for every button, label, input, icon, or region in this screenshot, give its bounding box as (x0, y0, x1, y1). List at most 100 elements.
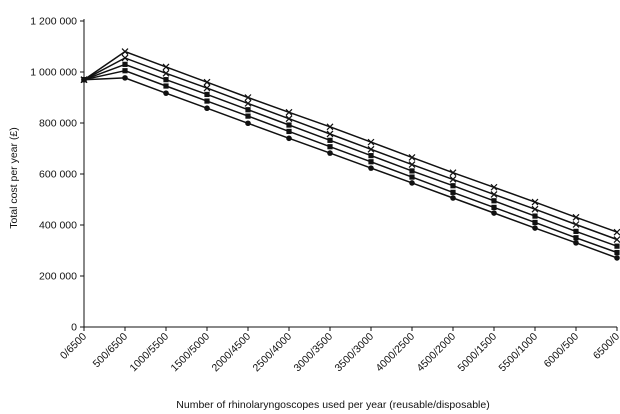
data-point (408, 161, 416, 168)
data-point (162, 69, 170, 77)
data-point (368, 159, 374, 165)
data-point (245, 113, 251, 119)
x-axis: 0/6500 500/65001000/55001500/50002000/450… (58, 326, 620, 375)
data-point (367, 138, 375, 146)
data-point (204, 105, 210, 112)
x-tick-label: 1000/5500 (128, 331, 172, 375)
data-point (245, 107, 251, 113)
x-tick-label: 5500/1000 (497, 331, 541, 375)
data-point (203, 84, 211, 92)
y-axis-title: Total cost per year (£) (8, 127, 20, 229)
x-tick-label: 4000/2500 (374, 331, 418, 375)
data-point (326, 123, 334, 131)
x-tick-label: 1500/5000 (169, 331, 213, 375)
y-tick-label: 1 000 000 (30, 67, 77, 79)
data-point (450, 183, 456, 189)
series-line (83, 50, 618, 233)
data-point (368, 153, 374, 159)
y-tick-label: 600 000 (39, 169, 77, 181)
data-point (327, 137, 333, 143)
data-point (572, 213, 580, 221)
y-axis: 0 200 000 400 000 600 000 800 000 1 000 000 1 … (30, 16, 85, 334)
data-point (449, 169, 457, 177)
data-point (204, 98, 210, 104)
data-point (163, 83, 169, 89)
series-line (83, 77, 618, 259)
y-tick-label: 400 000 (39, 220, 77, 232)
data-point (573, 235, 579, 241)
data-point (163, 77, 169, 83)
data-point (613, 236, 620, 243)
data-point (367, 145, 375, 153)
data-point (122, 68, 128, 74)
data-point (162, 63, 170, 71)
series-3 (81, 61, 620, 249)
data-point (203, 78, 211, 86)
data-point (490, 183, 498, 191)
data-point (121, 54, 129, 62)
data-point (122, 75, 128, 81)
series-5 (81, 75, 620, 261)
x-tick-label: 4500/2000 (415, 331, 459, 375)
data-point (244, 94, 252, 101)
data-point (450, 189, 456, 195)
x-tick-label: 3000/3500 (292, 331, 336, 375)
data-point (286, 135, 292, 142)
x-tick-label: 500/6500 (91, 331, 131, 371)
series-line (83, 69, 618, 254)
data-point (245, 120, 251, 127)
data-point (490, 190, 498, 198)
data-point (285, 108, 293, 116)
data-point (409, 180, 415, 186)
data-point (326, 130, 334, 138)
data-point (491, 210, 497, 216)
x-tick-label: 2000/4500 (210, 331, 254, 375)
data-point (450, 195, 456, 201)
data-point (572, 221, 580, 228)
x-tick-label: 6500/0 (591, 331, 620, 362)
data-point (327, 144, 333, 150)
x-tick-label: 0/6500 (58, 331, 89, 362)
y-tick-label: 800 000 (39, 118, 77, 130)
data-point (614, 255, 620, 261)
data-point (573, 228, 579, 234)
x-tick-label: 5000/1500 (456, 331, 500, 375)
x-tick-label: 6000/500 (542, 331, 582, 371)
series-line (83, 63, 618, 247)
x-tick-label: 2500/4000 (251, 331, 295, 375)
data-point (286, 128, 292, 135)
data-point (491, 204, 497, 211)
data-point (613, 228, 620, 236)
data-point (327, 150, 333, 156)
data-point (286, 122, 292, 128)
data-point (532, 225, 538, 231)
data-point (409, 168, 415, 174)
series-4 (81, 68, 620, 256)
data-point (408, 154, 416, 161)
data-point (573, 240, 579, 246)
data-point (409, 174, 415, 180)
series-2 (80, 54, 620, 243)
data-point (531, 205, 539, 213)
data-point (614, 243, 620, 249)
data-point (532, 219, 538, 226)
data-point (244, 99, 252, 107)
series-1 (80, 48, 620, 236)
data-point (285, 115, 293, 123)
data-point (204, 91, 210, 98)
x-tick-label: 3500/3000 (333, 331, 377, 375)
data-point (532, 213, 538, 219)
data-point (368, 165, 374, 171)
y-tick-label: 0 (71, 322, 77, 334)
series-line (83, 57, 618, 241)
y-tick-label: 200 000 (39, 271, 77, 283)
data-point (163, 90, 169, 96)
data-point (614, 249, 620, 256)
data-point (531, 198, 539, 206)
data-point (449, 175, 457, 183)
x-axis-title: Number of rhinolaryngoscopes used per ye… (176, 399, 489, 411)
plot-area (80, 48, 620, 261)
data-point (122, 61, 128, 67)
y-tick-label: 1 200 000 (30, 16, 77, 28)
